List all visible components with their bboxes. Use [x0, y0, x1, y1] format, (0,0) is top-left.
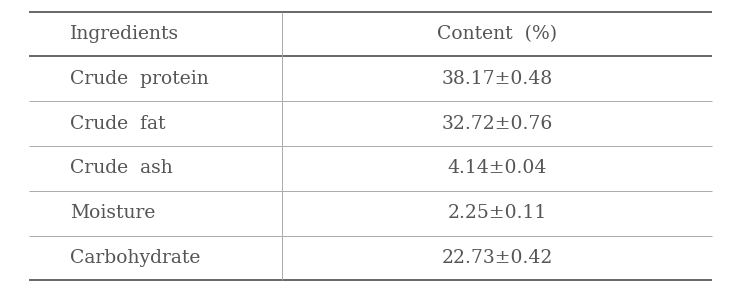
- Text: 22.73±0.42: 22.73±0.42: [441, 249, 553, 267]
- Text: Crude  ash: Crude ash: [70, 159, 172, 177]
- Text: Content  (%): Content (%): [437, 25, 557, 43]
- Text: Crude  protein: Crude protein: [70, 70, 208, 88]
- Text: 38.17±0.48: 38.17±0.48: [441, 70, 553, 88]
- Text: Moisture: Moisture: [70, 204, 155, 222]
- Text: 2.25±0.11: 2.25±0.11: [447, 204, 547, 222]
- Text: Carbohydrate: Carbohydrate: [70, 249, 200, 267]
- Text: Crude  fat: Crude fat: [70, 115, 165, 133]
- Text: 4.14±0.04: 4.14±0.04: [447, 159, 547, 177]
- Text: Ingredients: Ingredients: [70, 25, 179, 43]
- Text: 32.72±0.76: 32.72±0.76: [441, 115, 553, 133]
